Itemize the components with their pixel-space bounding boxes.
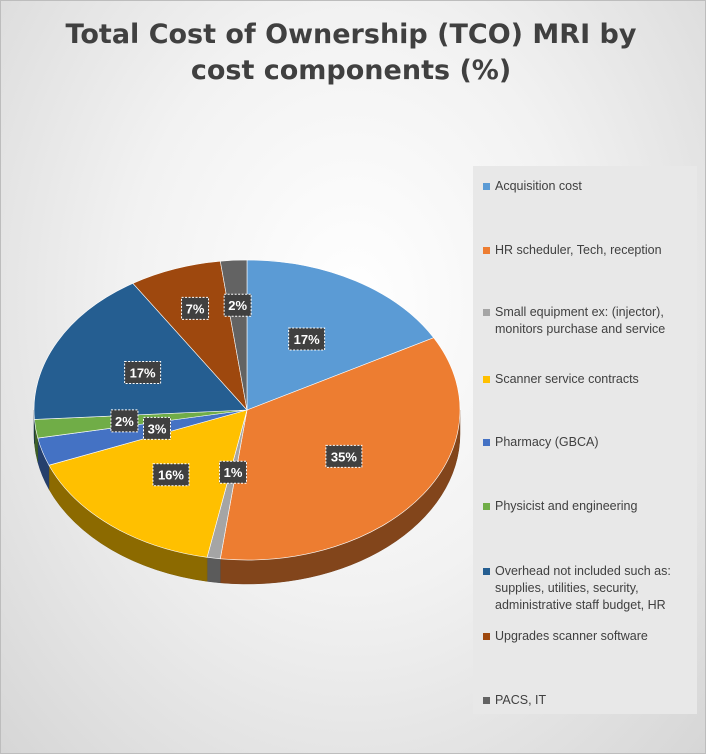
legend-swatch xyxy=(483,697,490,704)
legend-swatch xyxy=(483,309,490,316)
legend-swatch xyxy=(483,376,490,383)
data-label-3: 1% xyxy=(219,460,248,484)
legend-label: Small equipment ex: (injector), monitors… xyxy=(495,305,666,336)
svg-text:2%: 2% xyxy=(115,414,134,429)
legend-swatch xyxy=(483,568,490,575)
legend-label: Pharmacy (GBCA) xyxy=(495,435,599,449)
svg-text:17%: 17% xyxy=(294,332,320,347)
svg-text:1%: 1% xyxy=(224,465,243,480)
legend-label: Overhead not included such as: supplies,… xyxy=(495,564,671,612)
legend-label: HR scheduler, Tech, reception xyxy=(495,243,662,257)
svg-text:35%: 35% xyxy=(331,449,357,464)
pie-slice-1 xyxy=(246,259,435,411)
data-label-2: 35% xyxy=(325,444,363,468)
legend-item-1: Acquisition cost xyxy=(483,178,693,195)
legend-label: PACS, IT xyxy=(495,693,547,707)
data-label-8: 7% xyxy=(181,296,210,320)
svg-text:7%: 7% xyxy=(186,301,205,316)
legend-item-2: HR scheduler, Tech, reception xyxy=(483,242,693,259)
legend-label: Physicist and engineering xyxy=(495,499,638,513)
svg-text:2%: 2% xyxy=(228,298,247,313)
svg-text:3%: 3% xyxy=(148,421,167,436)
legend-item-9: PACS, IT xyxy=(483,692,693,709)
legend-swatch xyxy=(483,633,490,640)
pie-slice-4 xyxy=(48,409,248,558)
legend-item-8: Upgrades scanner software xyxy=(483,628,693,645)
legend-item-7: Overhead not included such as: supplies,… xyxy=(483,563,693,614)
data-label-5: 3% xyxy=(143,416,172,440)
svg-text:17%: 17% xyxy=(130,366,156,381)
data-label-7: 17% xyxy=(124,361,162,385)
legend-item-3: Small equipment ex: (injector), monitors… xyxy=(483,304,693,338)
pie-slice-side-3 xyxy=(206,557,221,584)
data-label-1: 17% xyxy=(288,327,326,351)
legend: Acquisition cost HR scheduler, Tech, rece… xyxy=(473,166,697,714)
chart-title: Total Cost of Ownership (TCO) MRI by cos… xyxy=(65,19,637,86)
legend-item-4: Scanner service contracts xyxy=(483,371,693,388)
legend-swatch xyxy=(483,439,490,446)
legend-swatch xyxy=(483,503,490,510)
data-label-4: 16% xyxy=(152,463,190,487)
svg-text:16%: 16% xyxy=(158,468,184,483)
pie-slice-7 xyxy=(33,282,248,420)
legend-item-6: Physicist and engineering xyxy=(483,498,693,515)
legend-swatch xyxy=(483,247,490,254)
legend-swatch xyxy=(483,183,490,190)
legend-label: Upgrades scanner software xyxy=(495,629,648,643)
legend-item-5: Pharmacy (GBCA) xyxy=(483,434,693,451)
data-label-9: 2% xyxy=(223,293,252,317)
legend-label: Acquisition cost xyxy=(495,179,582,193)
legend-label: Scanner service contracts xyxy=(495,372,639,386)
data-label-6: 2% xyxy=(110,409,139,433)
